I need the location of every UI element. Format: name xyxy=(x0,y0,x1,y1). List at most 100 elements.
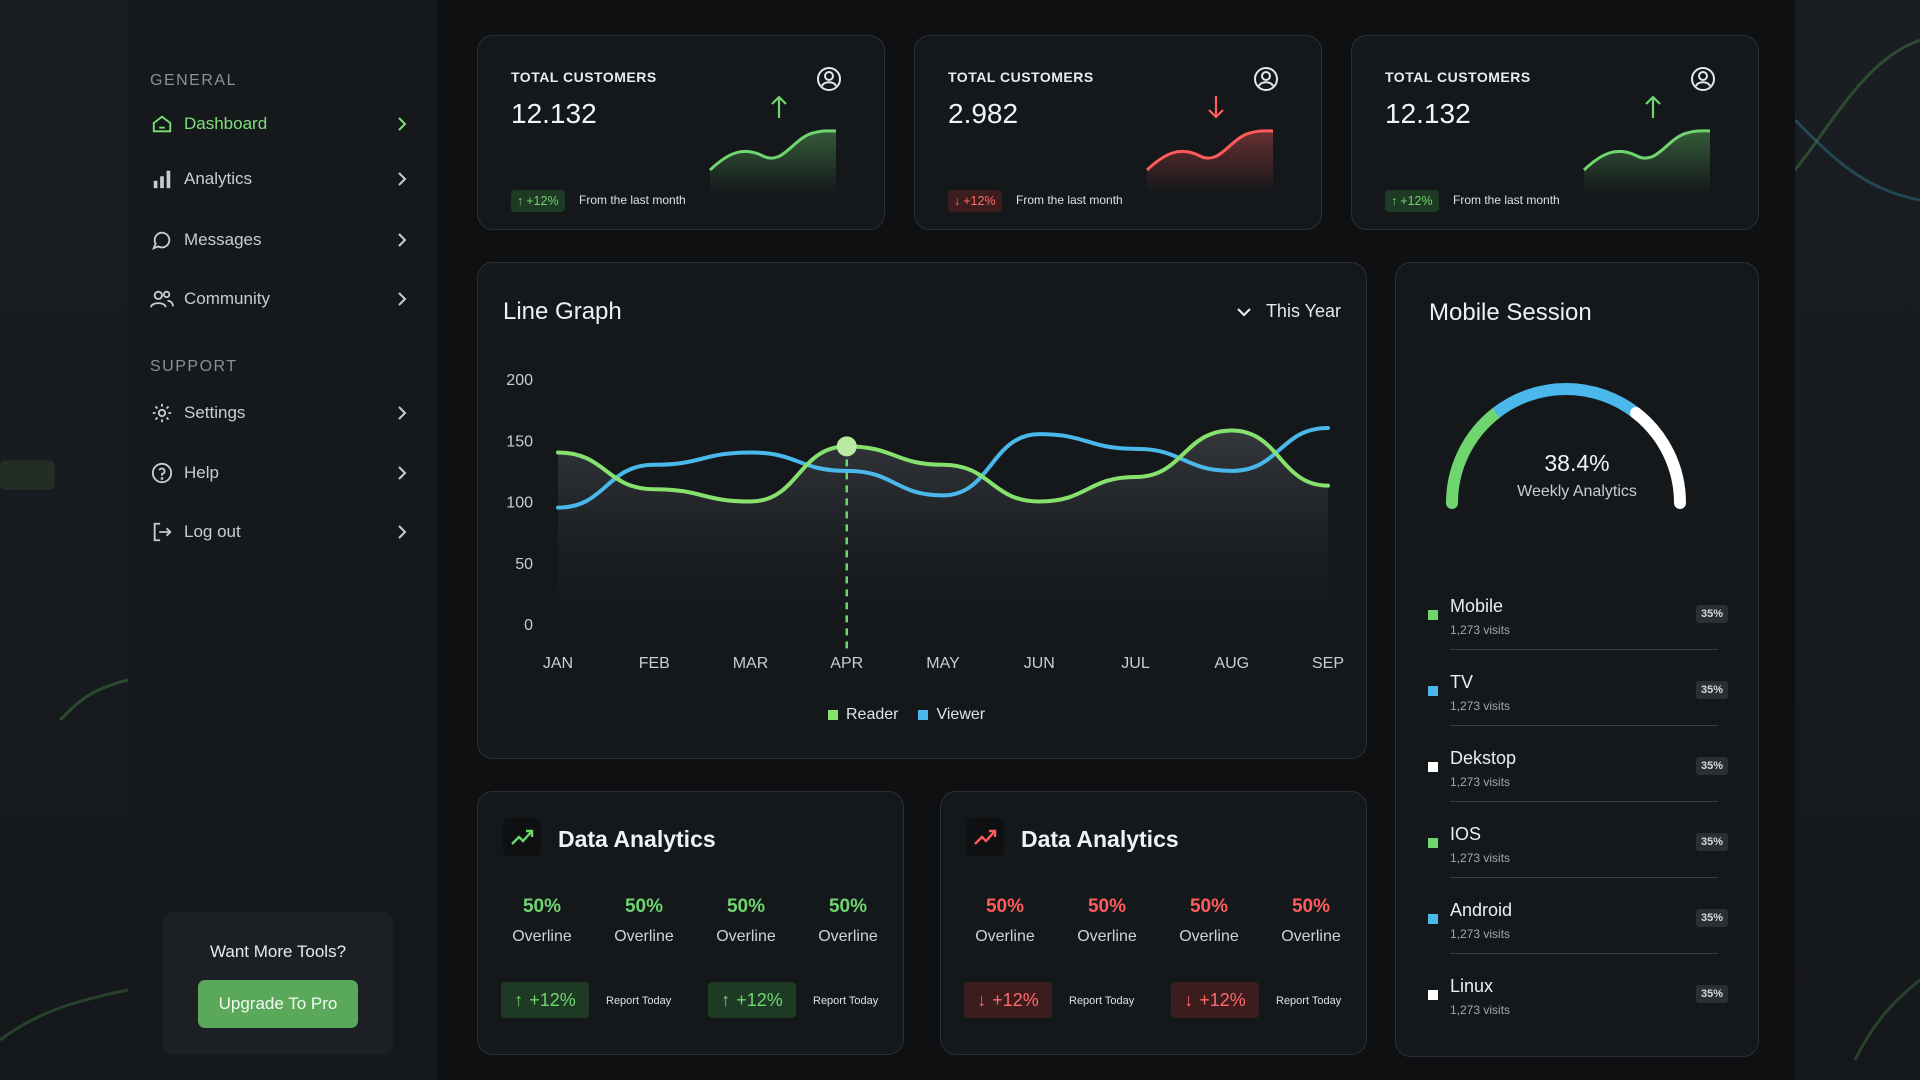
x-tick-label: APR xyxy=(830,655,863,672)
x-tick-label: AUG xyxy=(1214,655,1249,672)
device-name: TV xyxy=(1450,672,1474,692)
sidebar-item-label: Messages xyxy=(184,230,262,249)
report-note: Report Today xyxy=(1069,995,1135,1007)
device-name: IOS xyxy=(1450,824,1482,844)
sparkline-chart xyxy=(708,129,837,193)
sidebar-item-logout[interactable]: Log out xyxy=(150,512,410,552)
device-color-dot xyxy=(1428,914,1438,924)
row-divider xyxy=(1450,725,1718,726)
report-note: Report Today xyxy=(606,995,672,1007)
device-color-dot xyxy=(1428,610,1438,620)
period-select-value: This Year xyxy=(1265,301,1341,321)
device-visits: 1,273 visits xyxy=(1450,699,1511,713)
change-pill: ↑ +12% xyxy=(511,190,565,212)
legend-label: Viewer xyxy=(936,706,986,723)
sidebar-item-settings[interactable]: Settings xyxy=(150,393,410,433)
stat-value: 2.982 xyxy=(948,98,1019,129)
device-row-linux: Linux 1,273 visits 35% xyxy=(1428,968,1728,1030)
promo-question: Want More Tools? xyxy=(209,942,347,961)
stat-title: TOTAL CUSTOMERS xyxy=(948,69,1094,85)
x-tick-label: MAR xyxy=(733,655,769,672)
data-analytics-card-down: Data Analytics 50% Overline 50% Overline 5… xyxy=(940,791,1367,1055)
line-graph-chart: 200 150 100 50 0 JAN FEB MAR APR MAY JUN JUL AUG SEP xyxy=(506,372,1344,672)
sidebar-item-label: Help xyxy=(184,463,219,482)
device-percent-badge: 35% xyxy=(1695,757,1728,775)
row-divider xyxy=(1450,649,1718,650)
sidebar: GENERAL Dashboard Analytics Messages Com… xyxy=(128,0,438,1080)
metric-label: Overline xyxy=(1281,928,1341,945)
trend-up-icon xyxy=(966,818,1004,856)
y-tick-label: 100 xyxy=(506,495,533,512)
device-color-dot xyxy=(1428,686,1438,696)
sparkline-chart xyxy=(1145,129,1274,193)
chevron-right-icon xyxy=(398,292,407,306)
stat-note: From the last month xyxy=(579,193,686,207)
metric: 50% Overline xyxy=(960,896,1050,946)
metric-label: Overline xyxy=(818,928,878,945)
sidebar-item-community[interactable]: Community xyxy=(150,279,410,319)
row-divider xyxy=(1450,801,1718,802)
x-tick-label: SEP xyxy=(1312,655,1344,672)
mobile-session-title: Mobile Session xyxy=(1429,299,1592,326)
change-value: +12% xyxy=(992,989,1039,1010)
x-tick-label: MAY xyxy=(926,655,960,672)
sparkline-chart xyxy=(1582,129,1711,193)
stat-note: From the last month xyxy=(1016,193,1123,207)
metric-label: Overline xyxy=(512,928,572,945)
data-analytics-title: Data Analytics xyxy=(1021,826,1179,852)
metric-value: 50% xyxy=(522,896,562,917)
sidebar-item-label: Log out xyxy=(184,522,241,541)
period-select[interactable]: This Year xyxy=(1236,301,1341,322)
sidebar-item-help[interactable]: Help xyxy=(150,453,410,493)
sidebar-item-analytics[interactable]: Analytics xyxy=(150,159,410,199)
device-percent-badge: 35% xyxy=(1695,985,1728,1003)
arrow-up-icon xyxy=(1645,95,1661,118)
metric-value: 50% xyxy=(726,896,766,917)
legend-item-viewer: Viewer xyxy=(918,706,985,724)
user-circle-icon[interactable] xyxy=(1690,66,1716,92)
metric-value: 50% xyxy=(1291,896,1331,917)
device-row-tv: TV 1,273 visits 35% xyxy=(1428,664,1728,726)
chevron-right-icon xyxy=(398,406,407,420)
y-tick-label: 150 xyxy=(506,433,533,450)
chat-icon xyxy=(150,228,174,252)
left-edge-decor xyxy=(0,0,128,1080)
sidebar-item-messages[interactable]: Messages xyxy=(150,220,410,260)
sidebar-item-label: Community xyxy=(184,289,270,308)
upgrade-to-pro-button[interactable]: Upgrade To Pro xyxy=(198,980,358,1028)
metric-label: Overline xyxy=(1179,928,1239,945)
stat-card-1: TOTAL CUSTOMERS 12.132 ↑ +12% From the la… xyxy=(477,35,885,230)
logout-icon xyxy=(150,520,174,544)
metric-label: Overline xyxy=(975,928,1035,945)
user-circle-icon[interactable] xyxy=(1253,66,1279,92)
general-section-label: GENERAL xyxy=(150,72,237,89)
metric: 50% Overline xyxy=(599,896,689,946)
chart-legend: Reader Viewer xyxy=(828,706,985,724)
right-edge-decoration xyxy=(1795,38,1920,1061)
home-icon xyxy=(150,112,174,136)
stat-card-3: TOTAL CUSTOMERS 12.132 ↑ +12% From the la… xyxy=(1351,35,1759,230)
metric: 50% Overline xyxy=(1164,896,1254,946)
change-pill: ↑ +12% xyxy=(708,982,796,1018)
user-circle-icon[interactable] xyxy=(816,66,842,92)
device-name: Linux xyxy=(1450,976,1494,996)
y-tick-label: 0 xyxy=(524,617,533,634)
chevron-down-icon xyxy=(1237,307,1251,317)
legend-swatch xyxy=(828,709,838,720)
change-pill: ↓ +12% xyxy=(1171,982,1259,1018)
change-pill: ↑ +12% xyxy=(501,982,589,1018)
device-visits: 1,273 visits xyxy=(1450,775,1511,789)
row-divider xyxy=(1450,877,1718,878)
change-value: +12% xyxy=(736,989,783,1010)
line-graph-title: Line Graph xyxy=(503,298,622,325)
device-color-dot xyxy=(1428,990,1438,1000)
left-edge-decoration xyxy=(0,460,128,1042)
arrow-down-icon xyxy=(1208,96,1224,119)
chevron-right-icon xyxy=(398,233,407,247)
main-content: TOTAL CUSTOMERS 12.132 ↑ +12% From the la… xyxy=(438,0,1795,1080)
device-name: Dekstop xyxy=(1450,748,1517,768)
device-visits: 1,273 visits xyxy=(1450,1003,1511,1017)
sidebar-item-dashboard[interactable]: Dashboard xyxy=(150,104,410,144)
stat-value: 12.132 xyxy=(511,98,597,129)
metric-label: Overline xyxy=(716,928,776,945)
